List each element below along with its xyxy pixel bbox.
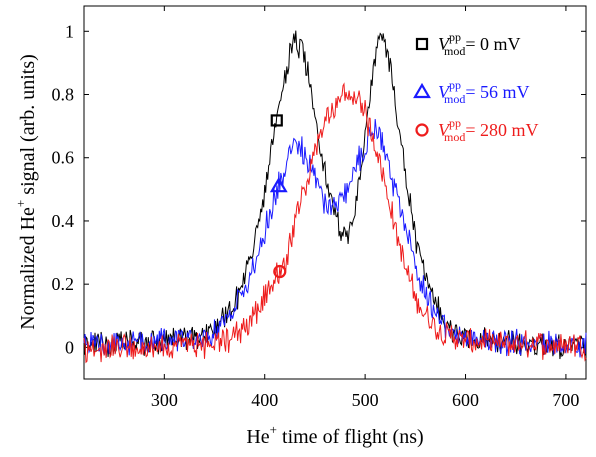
series-lines [83,30,587,364]
y-tick-labels: 0 0.2 0.4 0.6 0.8 1 [52,21,75,357]
legend-var: V [438,120,451,140]
legend-var: V [438,82,451,102]
y-tick-label: 0.2 [52,274,75,294]
y-axis-label-rest: signal (arb. units) [17,54,39,200]
x-axis-label-rest: time of flight (ns) [277,426,424,448]
legend-marker-1 [413,82,431,99]
x-tick-label: 300 [151,390,178,410]
y-tick-label: 0 [65,337,74,357]
series-marker-0 [270,114,283,127]
legend-entry-1: Vpp mod= 56 mV [438,78,530,106]
legend-value: = 56 mV [465,82,529,102]
legend-sub: mod [444,44,465,58]
x-tick-labels: 300 400 500 600 700 [151,390,580,410]
legend-sup: pp [449,78,461,92]
x-axis-label: He+ time of flight (ns) [246,422,423,448]
x-tick-label: 500 [352,390,379,410]
y-axis-label: Normalized He+ signal (arb. units) [13,54,39,330]
legend-value: = 0 mV [465,34,520,54]
legend-marker-0 [415,37,429,51]
y-tick-label: 0.6 [52,148,75,168]
series-markers [269,114,288,279]
legend-entry-0: Vpp mod= 0 mV [438,30,521,58]
x-tick-label: 600 [452,390,479,410]
tick-marks [84,6,586,379]
legend-var: V [438,34,451,54]
y-tick-label: 0.4 [52,211,75,231]
legend-sub: mod [444,130,465,144]
x-axis-label-he: He [246,426,269,448]
series-line-2 [83,82,587,364]
plot-frame [83,5,587,380]
x-tick-label: 700 [552,390,579,410]
y-tick-label: 1 [65,21,74,41]
legend-entry-2: Vpp mod= 280 mV [438,116,539,144]
legend-sup: pp [449,30,461,44]
legend-sup: pp [449,116,461,130]
series-line-0 [83,30,587,360]
x-tick-label: 400 [251,390,278,410]
series-marker-1 [269,176,288,193]
y-tick-label: 0.8 [52,85,75,105]
series-marker-2 [273,264,287,279]
y-axis-label-sup: + [13,200,28,207]
series-line-1 [83,118,587,358]
legend-marker-2 [415,123,429,137]
legend-value: = 280 mV [465,120,538,140]
y-axis-label-he: Normalized He [17,207,39,330]
legend-sub: mod [444,92,465,106]
x-axis-label-sup: + [270,422,277,437]
